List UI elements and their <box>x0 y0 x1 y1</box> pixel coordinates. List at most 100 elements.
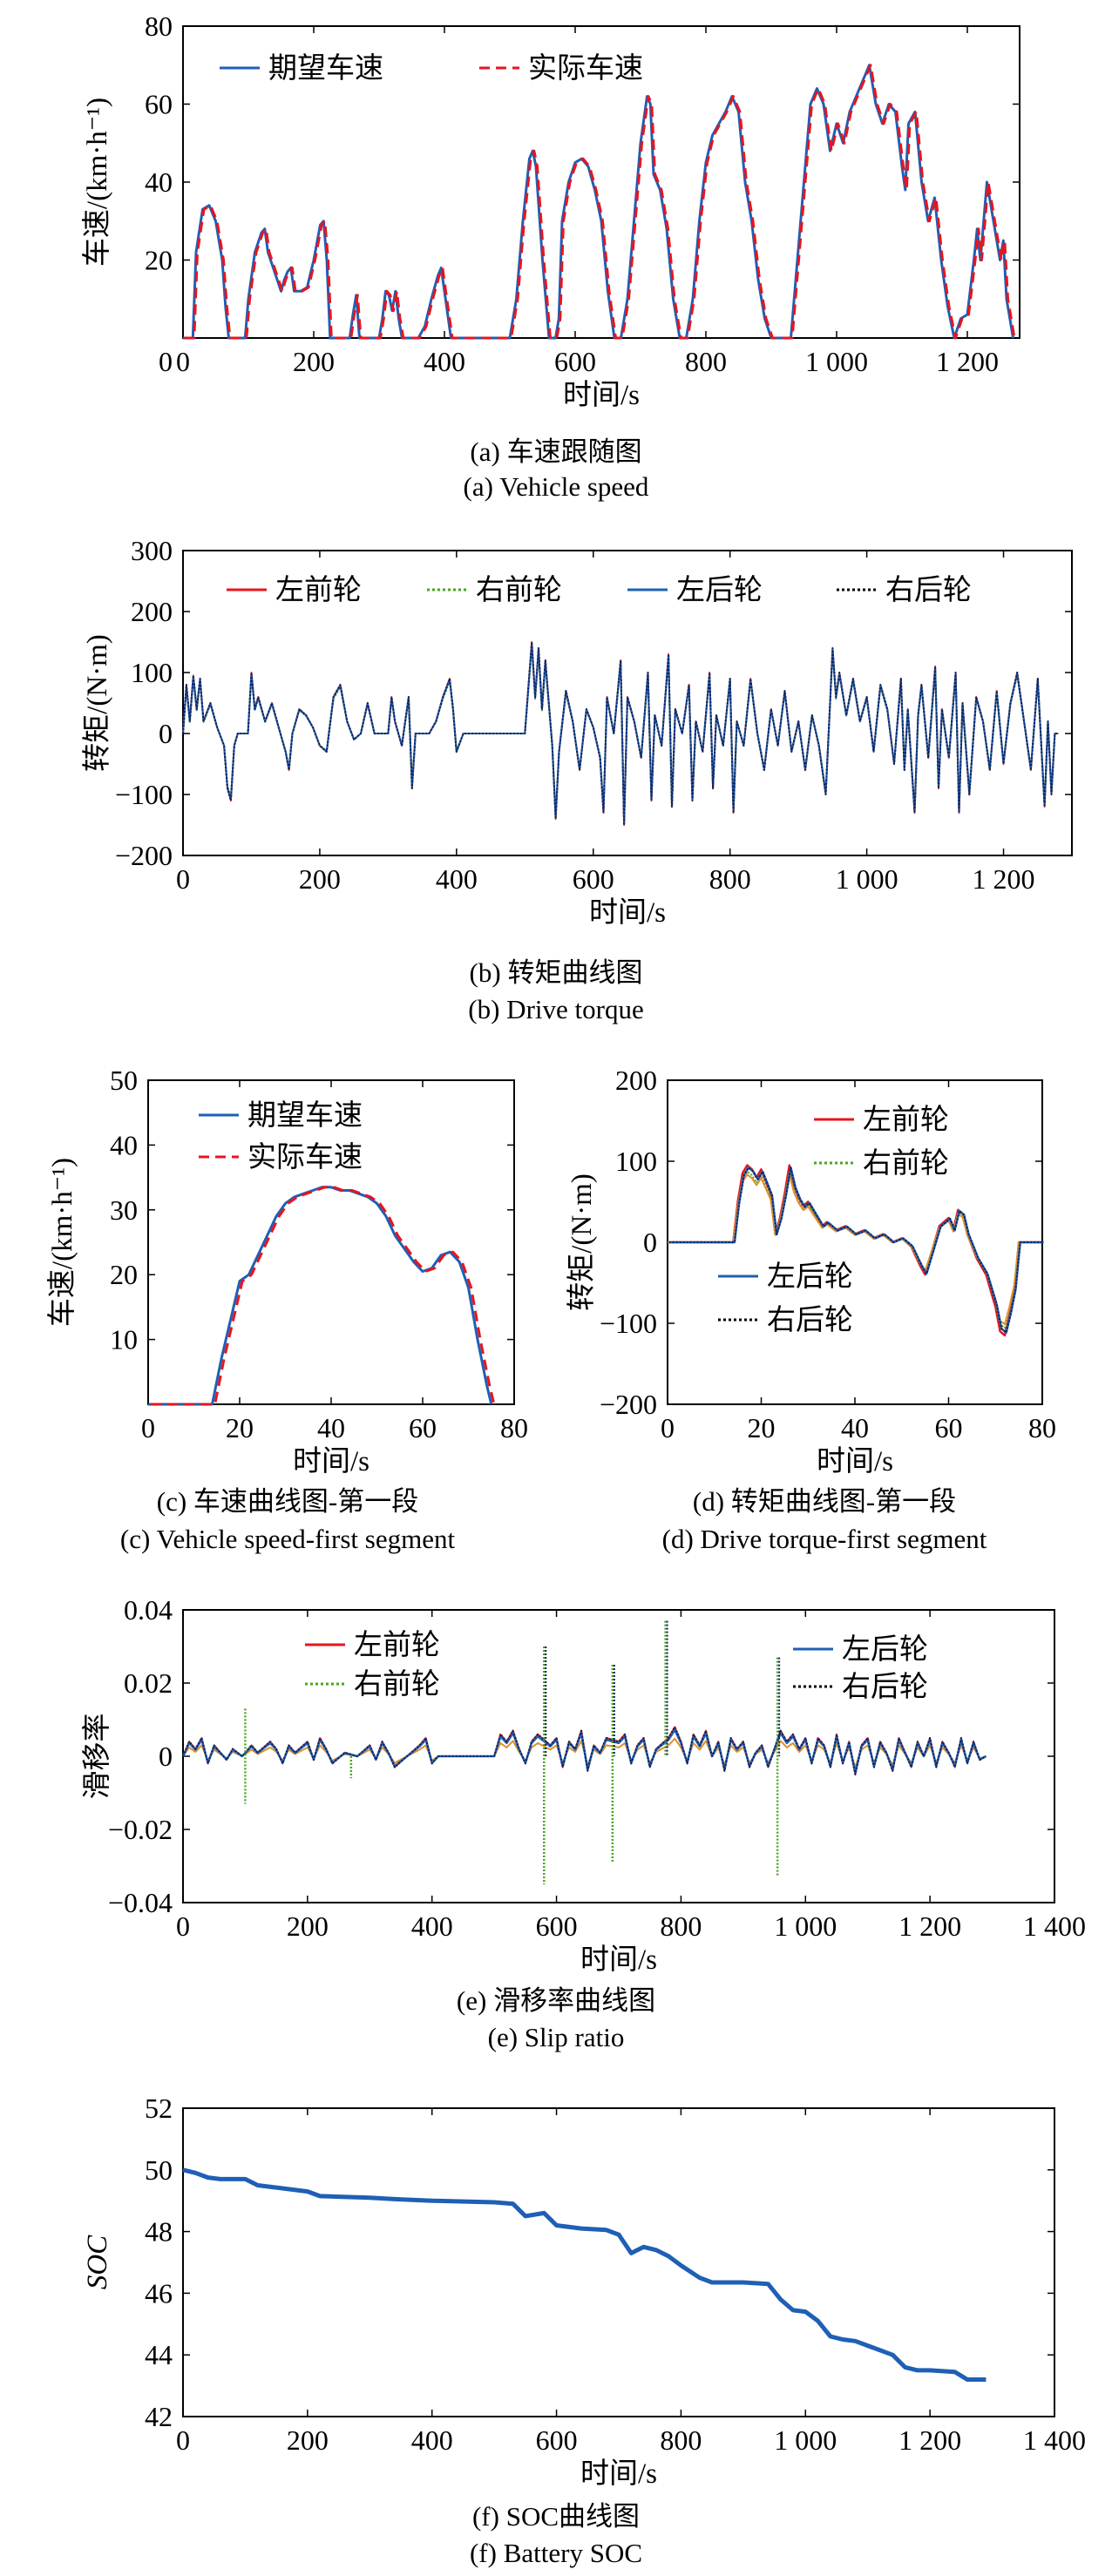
x-tick-label: 0 <box>176 1910 190 1942</box>
caption-en-f: (f) Battery SOC <box>469 2538 643 2568</box>
y-tick-label: 200 <box>615 1065 657 1096</box>
x-tick-label: 1 200 <box>898 2424 961 2456</box>
x-tick-label: 600 <box>554 346 596 377</box>
y-tick-label: 40 <box>145 166 173 198</box>
x-tick-label: 0 <box>661 1412 675 1444</box>
x-tick-label: 0 <box>141 1412 155 1444</box>
series-right-rear-line <box>668 1166 1044 1334</box>
x-tick-label: 80 <box>1028 1412 1056 1444</box>
y-axis-label: 转矩/(N·m) <box>566 1173 598 1311</box>
caption-en-d: (d) Drive torque-first segment <box>661 1524 987 1554</box>
panel-b: 0 200 400 600 800 1 000 1 200 −200 −100 0 100 200 30… <box>0 523 1112 1037</box>
vehicle-speed-chart: 0 200 400 600 800 1 000 1 200 20 40 60 80 时间/s 车速/(k… <box>81 10 1020 411</box>
caption-cn-e: (e) 滑移率曲线图 <box>456 1985 656 2016</box>
caption-en-c: (c) Vehicle speed-first segment <box>119 1524 456 1554</box>
panel-f: 0 200 400 600 800 1 000 1 200 1 400 42 44 46 48 50 52… <box>0 2082 1112 2576</box>
y-tick-label: 100 <box>615 1146 657 1177</box>
legend-right-rear-label: 右后轮 <box>885 574 972 606</box>
y-tick-label: 42 <box>145 2401 173 2432</box>
y-axis-label: 车速/(km·h⁻¹) <box>46 1158 78 1327</box>
caption-cn-a: (a) 车速跟随图 <box>470 436 642 467</box>
y-tick-label: 0.04 <box>124 1594 173 1626</box>
x-tick-label: 800 <box>660 2424 702 2456</box>
x-axis-label: 时间/s <box>580 2458 657 2490</box>
y-tick-label: 46 <box>145 2277 173 2309</box>
y-tick-label: 10 <box>110 1324 138 1356</box>
slip-ratio-chart: 0 200 400 600 800 1 000 1 200 1 400 −0.04 −0.02 0 0… <box>81 1594 1086 1976</box>
legend-left-front-label: 左前轮 <box>863 1104 949 1136</box>
x-tick-label: 1 200 <box>936 346 999 377</box>
caption-cn-f: (f) SOC曲线图 <box>471 2501 641 2532</box>
x-tick-label: 800 <box>709 863 751 895</box>
speed-first-segment-chart: 0 20 40 60 80 10 20 30 40 50 时间/s 车速/(km·h⁻¹) 期望车速实际… <box>46 1065 528 1477</box>
x-tick-label: 200 <box>287 2424 329 2456</box>
y-tick-label: 200 <box>131 596 173 627</box>
y-tick-label: 30 <box>110 1194 138 1226</box>
caption-cn-d: (d) 转矩曲线图-第一段 <box>692 1486 957 1517</box>
y-tick-label: −200 <box>600 1389 657 1420</box>
x-tick-label: 20 <box>748 1412 776 1444</box>
legend-left-front-label: 左前轮 <box>354 1629 440 1661</box>
series-left-front-line <box>668 1164 1042 1337</box>
y-tick-label: 48 <box>145 2216 173 2248</box>
x-axis-label: 时间/s <box>580 1944 657 1976</box>
x-tick-label: 1 000 <box>774 1910 837 1942</box>
y-tick-label: −0.02 <box>108 1814 173 1845</box>
y-tick-label: 50 <box>145 2154 173 2186</box>
x-tick-label: 1 400 <box>1023 2424 1086 2456</box>
series-desired-speed-line <box>148 1186 493 1406</box>
y-tick-label: 0 <box>159 718 173 749</box>
x-tick-label: 600 <box>573 863 614 895</box>
y-tick-label: 0 <box>643 1227 657 1258</box>
x-tick-label: 1 000 <box>805 346 868 377</box>
legend-right-front-label: 右前轮 <box>476 574 562 606</box>
caption-en-a: (a) Vehicle speed <box>463 471 649 502</box>
x-axis-label: 时间/s <box>563 380 640 411</box>
x-tick-label: 40 <box>317 1412 345 1444</box>
x-tick-label: 80 <box>500 1412 528 1444</box>
x-tick-label: 800 <box>685 346 727 377</box>
y-tick-label: −100 <box>115 779 173 810</box>
y-tick-label: −200 <box>115 840 173 871</box>
legend-left-rear-label: 左后轮 <box>842 1633 928 1666</box>
x-tick-label: 40 <box>841 1412 869 1444</box>
torque-first-segment-chart: 0 20 40 60 80 −200 −100 0 100 200 时间/s 转矩/(N·m) 左前轮右… <box>566 1065 1056 1477</box>
x-tick-label: 1 000 <box>774 2424 837 2456</box>
series-right-front-line <box>668 1170 1042 1329</box>
x-tick-label: 0 <box>176 2424 190 2456</box>
panel-e: 0 200 400 600 800 1 000 1 200 1 400 −0.04 −0.02 0 0… <box>0 1585 1112 2073</box>
x-axis-label: 时间/s <box>817 1446 893 1477</box>
x-tick-label: 60 <box>935 1412 963 1444</box>
x-tick-label: 0 <box>176 863 190 895</box>
x-axis-label: 时间/s <box>293 1446 370 1477</box>
battery-soc-chart: 0 200 400 600 800 1 000 1 200 1 400 42 44 46 48 50 52… <box>82 2093 1086 2490</box>
x-tick-label: 1 000 <box>836 863 898 895</box>
y-tick-label: 20 <box>110 1259 138 1290</box>
caption-en-e: (e) Slip ratio <box>487 2022 625 2052</box>
x-tick-label: 20 <box>226 1412 254 1444</box>
legend-desired-label: 期望车速 <box>268 52 383 85</box>
x-tick-label: 60 <box>409 1412 437 1444</box>
legend-right-rear-label: 右后轮 <box>842 1671 928 1703</box>
y-tick-label: 0.02 <box>124 1667 173 1699</box>
y-tick-label: 44 <box>145 2339 173 2370</box>
caption-en-b: (b) Drive torque <box>468 994 644 1024</box>
legend-right-rear-label: 右后轮 <box>767 1304 853 1336</box>
x-tick-label: 200 <box>299 863 341 895</box>
x-tick-label: 400 <box>424 346 465 377</box>
y-axis-label: 车速/(km·h⁻¹) <box>81 98 113 267</box>
y-tick-label: 50 <box>110 1065 138 1096</box>
x-tick-label: 600 <box>536 1910 578 1942</box>
x-tick-label: 200 <box>287 1910 329 1942</box>
legend-right-front-label: 右前轮 <box>354 1668 440 1700</box>
plot-frame <box>182 2107 1055 2417</box>
legend-left-rear-label: 左后轮 <box>676 574 763 606</box>
series-actual-speed-line <box>151 1186 496 1406</box>
x-tick-label: 400 <box>411 1910 453 1942</box>
y-tick-label: −0.04 <box>108 1887 173 1918</box>
series-right-rear-line <box>182 641 1059 826</box>
drive-torque-chart: 0 200 400 600 800 1 000 1 200−200−100010020030… <box>81 535 1073 929</box>
series-actual-speed-line <box>184 64 1016 340</box>
series-soc-line <box>182 2167 987 2382</box>
x-tick-label: 1 400 <box>1023 1910 1086 1942</box>
